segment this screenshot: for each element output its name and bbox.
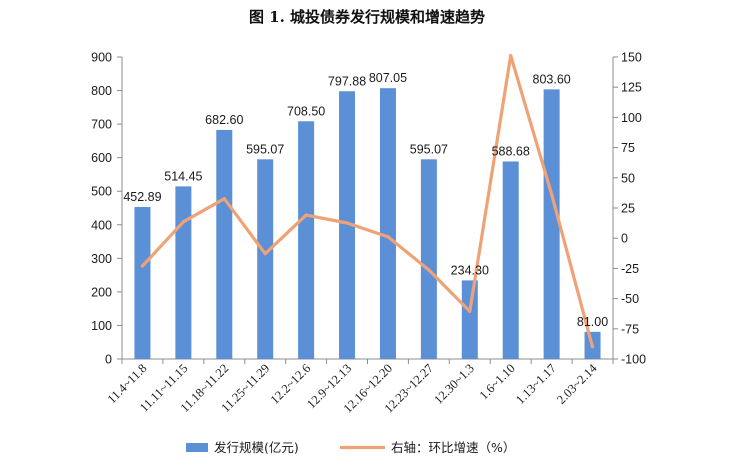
bar-data-label: 514.45 bbox=[164, 169, 202, 183]
line-point bbox=[345, 221, 349, 225]
line-point bbox=[263, 252, 267, 256]
line-point bbox=[427, 268, 431, 272]
legend-bar-label: 发行规模(亿元) bbox=[214, 440, 299, 455]
bar bbox=[134, 207, 151, 359]
chart-title: 图 1. 城投债券发行规模和增速趋势 bbox=[249, 8, 485, 26]
right-tick-label: -75 bbox=[621, 322, 639, 336]
bar-data-label: 595.07 bbox=[246, 142, 284, 156]
legend: 发行规模(亿元) 右轴：环比增速（%） bbox=[186, 440, 515, 455]
bar-data-label: 708.50 bbox=[287, 104, 325, 118]
line-point bbox=[550, 192, 554, 196]
bar bbox=[461, 280, 478, 359]
right-tick-label: -100 bbox=[621, 353, 646, 367]
left-tick-label: 800 bbox=[91, 84, 112, 98]
bar bbox=[257, 159, 274, 359]
bar-data-label: 797.88 bbox=[328, 74, 366, 88]
bar bbox=[379, 88, 396, 360]
line-point bbox=[509, 53, 513, 58]
axes: 0100200300400500600700800900-100-75-50-2… bbox=[91, 51, 646, 367]
bar-data-label: 452.89 bbox=[123, 190, 161, 204]
legend-line-label: 右轴：环比增速（%） bbox=[391, 440, 515, 455]
bar-data-label: 803.60 bbox=[533, 72, 571, 86]
left-tick-label: 200 bbox=[91, 285, 112, 299]
right-tick-label: 0 bbox=[621, 232, 628, 246]
bar-data-label: 588.68 bbox=[492, 144, 530, 158]
bar-data-label: 682.60 bbox=[205, 113, 243, 127]
right-tick-label: 50 bbox=[621, 171, 635, 185]
bar bbox=[175, 186, 192, 359]
x-tick-label: 1.13~1.17 bbox=[513, 361, 559, 407]
bar bbox=[502, 161, 519, 359]
left-tick-label: 300 bbox=[91, 252, 112, 266]
right-tick-label: -25 bbox=[621, 262, 639, 276]
bar bbox=[339, 91, 356, 359]
right-tick-label: 125 bbox=[621, 81, 642, 95]
bar bbox=[298, 121, 315, 360]
line-point bbox=[222, 197, 226, 201]
left-tick-label: 600 bbox=[91, 151, 112, 165]
left-tick-label: 500 bbox=[91, 185, 112, 199]
right-tick-label: 25 bbox=[621, 202, 635, 216]
right-tick-label: 75 bbox=[621, 141, 635, 155]
bar-data-label: 807.05 bbox=[369, 71, 407, 85]
bar bbox=[543, 89, 560, 359]
left-tick-label: 100 bbox=[91, 319, 112, 333]
legend-bar-swatch bbox=[186, 443, 208, 452]
line-point bbox=[590, 345, 595, 349]
bar bbox=[216, 129, 233, 359]
growth-rate-line bbox=[140, 53, 595, 349]
left-tick-label: 400 bbox=[91, 218, 112, 232]
line-point bbox=[386, 235, 390, 239]
bar-data-label: 234.30 bbox=[451, 263, 489, 277]
x-tick-labels: 11.4~11.811.11~11.1511.18~11.2211.25~11.… bbox=[105, 361, 601, 416]
line-point bbox=[304, 213, 308, 217]
left-tick-label: 900 bbox=[91, 51, 112, 65]
bar bbox=[420, 159, 437, 359]
line-point bbox=[181, 220, 185, 224]
line-point bbox=[468, 309, 472, 314]
line-point bbox=[140, 264, 145, 268]
right-tick-label: 100 bbox=[621, 111, 642, 125]
left-tick-label: 700 bbox=[91, 118, 112, 132]
bar-series bbox=[134, 88, 601, 360]
right-tick-label: -50 bbox=[621, 292, 639, 306]
left-tick-label: 0 bbox=[105, 353, 112, 367]
bar-data-label: 81.00 bbox=[577, 315, 608, 329]
right-tick-label: 150 bbox=[621, 51, 642, 65]
bar-data-label: 595.07 bbox=[410, 142, 448, 156]
x-tick-label: 12.30~1.3 bbox=[431, 361, 477, 407]
line-series bbox=[140, 53, 595, 349]
x-tick-label: 1.6~1.10 bbox=[477, 361, 518, 402]
x-tick-label: 2.03~2.14 bbox=[554, 361, 600, 407]
